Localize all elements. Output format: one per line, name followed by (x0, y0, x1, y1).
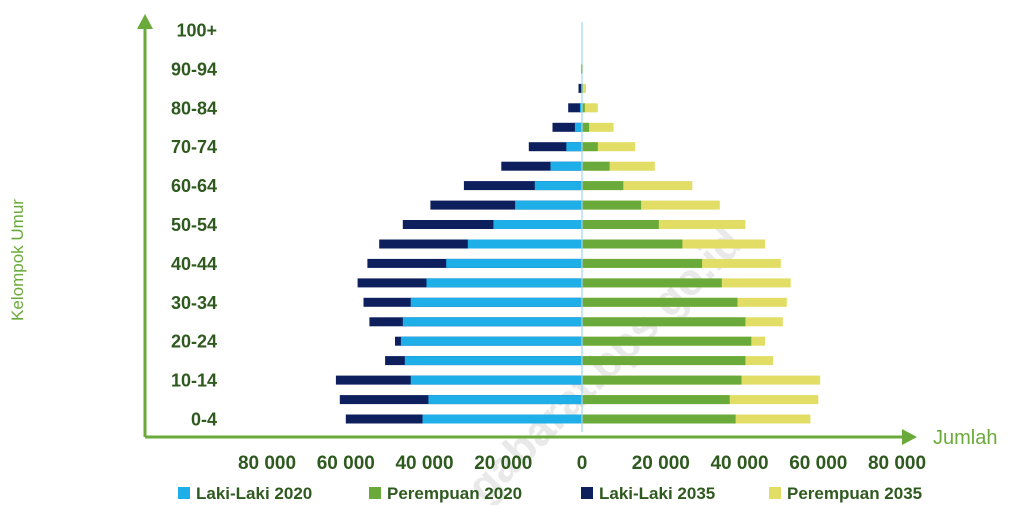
legend-label: Laki-Laki 2035 (599, 484, 715, 503)
legend-swatch (178, 487, 190, 499)
bar-perempuan-2020-0-4 (582, 414, 736, 424)
y-tick-label: 80-84 (171, 98, 217, 118)
y-axis-arrow-icon (137, 14, 153, 29)
bar-perempuan-2020-70-74 (582, 142, 598, 152)
x-tick-label: 60 000 (789, 453, 847, 474)
bar-perempuan-2020-65-69 (582, 161, 610, 171)
y-tick-label: 100+ (176, 21, 217, 41)
bar-laki-laki-2020-35-39 (426, 278, 582, 288)
bar-laki-laki-2020-50-54 (493, 220, 582, 229)
y-tick-label: 30-34 (171, 293, 217, 313)
bar-perempuan-2035-50-54 (582, 220, 746, 229)
y-tick-label: 90-94 (171, 59, 217, 79)
bar-perempuan-2035-85-89 (582, 83, 586, 93)
bar-laki-laki-2020-75-79 (574, 122, 582, 132)
bar-laki-laki-2020-65-69 (550, 161, 582, 171)
x-tick-labels: 80 000 60 000 40 000 20 000 0 20 000 40 000 60 … (238, 453, 926, 474)
bar-perempuan-2020-75-79 (582, 122, 590, 132)
bar-laki-laki-2020-60-64 (534, 181, 583, 191)
bar-laki-laki-2020-25-29 (402, 317, 582, 327)
bar-laki-laki-2035-80-84 (568, 103, 582, 113)
bar-perempuan-2035-75-79 (582, 122, 614, 132)
y-tick-label: 20-24 (171, 332, 217, 352)
bar-perempuan-2020-20-24 (582, 336, 752, 346)
bar-perempuan-2020-15-19 (582, 356, 746, 366)
x-tick-label: 20 000 (474, 453, 532, 474)
y-tick-label: 10-14 (171, 371, 217, 391)
bar-laki-laki-2035-65-69 (501, 161, 582, 171)
legend-label: Perempuan 2020 (387, 484, 522, 503)
bar-laki-laki-2035-85-89 (578, 83, 582, 93)
x-tick-label: 40 000 (710, 453, 768, 474)
x-tick-label: 80 000 (238, 453, 296, 474)
y-tick-labels: 0-4 10-14 20-24 30-34 40-44 50-54 60-64 70-74 80… (171, 21, 217, 430)
bar-laki-laki-2035-70-74 (528, 142, 582, 152)
bar-perempuan-2020-30-34 (582, 297, 738, 307)
bar-perempuan-2020-60-64 (582, 181, 624, 191)
x-tick-label: 80 000 (868, 453, 926, 474)
bar-laki-laki-2035-75-79 (552, 122, 582, 132)
bar-perempuan-2020-50-54 (582, 220, 659, 229)
bar-perempuan-2035-65-69 (582, 161, 655, 171)
x-axis-arrow-icon (902, 429, 917, 445)
y-tick-label: 60-64 (171, 176, 217, 196)
bar-laki-laki-2035-50-54 (402, 220, 582, 229)
y-tick-label: 70-74 (171, 137, 217, 157)
axes (137, 14, 917, 445)
bar-perempuan-2020-80-84 (582, 103, 585, 113)
bar-laki-laki-2020-30-34 (410, 297, 582, 307)
x-tick-label: 20 000 (632, 453, 690, 474)
bar-perempuan-2020-25-29 (582, 317, 746, 327)
bar-laki-laki-2020-10-14 (410, 375, 582, 385)
x-tick-label: 60 000 (317, 453, 375, 474)
bar-perempuan-2035-60-64 (582, 181, 693, 191)
bar-laki-laki-2020-45-49 (467, 239, 582, 249)
bar-laki-laki-2020-0-4 (422, 414, 582, 424)
bar-laki-laki-2020-70-74 (566, 142, 583, 152)
bar-laki-laki-2035-55-59 (430, 200, 582, 210)
legend-swatch (769, 487, 781, 499)
bar-perempuan-2035-70-74 (582, 142, 636, 152)
x-axis-title: Jumlah (933, 427, 997, 449)
bar-laki-laki-2020-20-24 (400, 336, 582, 346)
x-tick-label: 0 (577, 453, 588, 474)
bar-perempuan-2020-35-39 (582, 278, 722, 288)
bar-perempuan-2035-80-84 (582, 103, 598, 113)
bar-laki-laki-2020-5-9 (428, 395, 582, 405)
y-axis-title: Kelompok Umur (8, 199, 27, 321)
bar-perempuan-2020-5-9 (582, 395, 730, 405)
legend-label: Laki-Laki 2020 (196, 484, 312, 503)
bar-perempuan-2020-45-49 (582, 239, 683, 249)
bar-perempuan-2020-10-14 (582, 375, 742, 385)
legend: Laki-Laki 2020 Perempuan 2020 Laki-Laki 20… (178, 484, 922, 503)
bar-laki-laki-2020-80-84 (580, 103, 582, 113)
bar-laki-laki-2035-60-64 (463, 181, 582, 191)
x-tick-label: 40 000 (395, 453, 453, 474)
bar-laki-laki-2020-55-59 (515, 200, 582, 210)
bars-2020-group (400, 25, 752, 424)
bar-perempuan-2020-40-44 (582, 258, 703, 268)
legend-swatch (369, 487, 381, 499)
legend-swatch (581, 487, 593, 499)
bar-perempuan-2035-55-59 (582, 200, 720, 210)
bar-laki-laki-2020-40-44 (446, 258, 582, 268)
y-tick-label: 0-4 (191, 410, 217, 430)
y-tick-label: 50-54 (171, 215, 217, 235)
bar-perempuan-2020-55-59 (582, 200, 642, 210)
legend-label: Perempuan 2035 (787, 484, 922, 503)
y-tick-label: 40-44 (171, 254, 217, 274)
bar-laki-laki-2020-15-19 (404, 356, 582, 366)
